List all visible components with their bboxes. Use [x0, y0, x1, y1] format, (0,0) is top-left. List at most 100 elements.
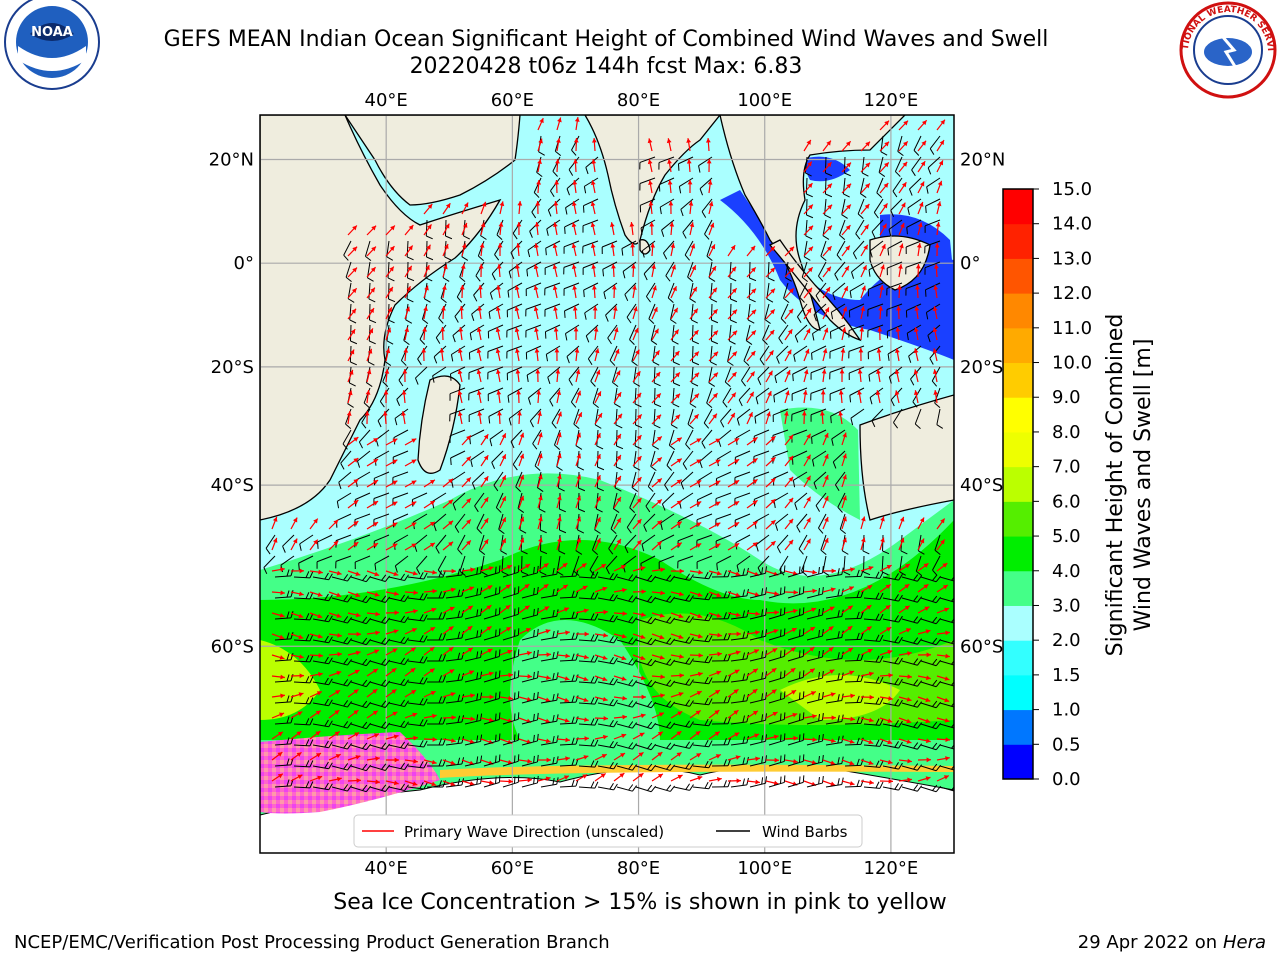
wave-direction-arrow: [309, 591, 323, 597]
wave-direction-arrow: [879, 759, 893, 765]
wave-direction-arrow: [822, 245, 833, 257]
wind-barb: [263, 555, 276, 575]
wave-direction-arrow: [689, 351, 700, 362]
wave-direction-arrow: [860, 780, 874, 785]
wave-direction-arrow: [518, 758, 532, 764]
wind-barb: [369, 700, 391, 709]
wave-direction-arrow: [271, 712, 285, 719]
wave-direction-arrow: [439, 348, 445, 362]
wind-barb: [495, 492, 504, 513]
wave-direction-arrow: [820, 389, 826, 404]
wave-direction-arrow: [328, 709, 340, 719]
wind-barb: [506, 366, 523, 381]
wave-direction-arrow: [309, 612, 323, 619]
wind-barb: [533, 177, 542, 198]
footer-host: Hera: [1222, 932, 1266, 953]
wave-direction-arrow: [613, 475, 622, 488]
wave-direction-arrow: [765, 288, 776, 299]
wind-barb: [687, 261, 694, 283]
wind-barb: [882, 636, 903, 644]
wave-direction-arrow: [765, 688, 777, 698]
wind-barb: [564, 324, 580, 341]
wind-barb: [639, 198, 656, 213]
colorbar-tick-label: 8.0: [1052, 422, 1081, 443]
wave-direction-arrow: [592, 305, 598, 320]
wind-barb: [361, 408, 371, 429]
wave-direction-arrow: [917, 629, 931, 635]
wind-barb: [673, 762, 694, 770]
wave-direction-arrow: [860, 244, 869, 257]
wind-barb: [899, 555, 906, 576]
wind-barb: [670, 303, 677, 324]
wind-barb: [901, 595, 923, 603]
wave-direction-arrow: [366, 668, 379, 677]
wave-direction-arrow: [822, 183, 833, 194]
wind-barb: [911, 156, 922, 177]
wave-direction-arrow: [651, 456, 663, 467]
wind-barb: [691, 324, 700, 345]
wave-direction-arrow: [366, 611, 380, 617]
wave-direction-arrow: [822, 759, 836, 766]
wind-barb: [653, 366, 661, 387]
india-land: [584, 115, 721, 245]
wave-direction-arrow: [575, 608, 589, 614]
wind-barb: [768, 712, 786, 725]
wind-barb: [526, 366, 542, 383]
wind-barb: [920, 574, 942, 583]
wave-direction-arrow: [480, 566, 494, 572]
wave-direction-arrow: [803, 475, 812, 488]
wave-direction-arrow: [895, 327, 901, 341]
wave-band-6-7m-east: [780, 675, 900, 720]
colorbar-tick-label: 1.0: [1052, 700, 1081, 721]
wind-barb: [425, 219, 433, 240]
wind-barb: [654, 658, 676, 666]
wave-direction-arrow: [689, 652, 704, 658]
wind-barb: [578, 697, 599, 705]
wave-direction-arrow: [689, 500, 702, 509]
wind-barb: [934, 387, 941, 409]
wave-direction-arrow: [936, 756, 950, 761]
wind-barb: [684, 240, 694, 261]
wave-direction-arrow: [917, 181, 925, 194]
wind-barb: [502, 649, 520, 662]
wave-direction-arrow: [366, 225, 377, 236]
wave-direction-arrow: [898, 674, 913, 680]
wave-direction-arrow: [423, 224, 432, 236]
wave-direction-arrow: [803, 225, 814, 236]
wind-barb: [622, 261, 637, 279]
wind-barb: [388, 282, 396, 303]
wave-direction-arrow: [746, 630, 760, 635]
wave-direction-arrow: [404, 522, 417, 530]
wind-barb: [350, 700, 372, 709]
wave-direction-arrow: [347, 755, 361, 761]
wave-direction-arrow: [670, 329, 680, 341]
wave-direction-arrow: [423, 479, 436, 488]
wave-direction-arrow: [802, 390, 808, 404]
wave-direction-arrow: [689, 393, 700, 404]
wind-barb: [597, 656, 618, 665]
wind-barb: [762, 324, 770, 345]
wave-direction-arrow: [537, 495, 543, 509]
wind-barb: [350, 679, 372, 688]
wind-barb: [931, 366, 941, 387]
wind-barb: [293, 613, 314, 621]
wind-barb: [582, 219, 599, 233]
wave-direction-arrow: [746, 457, 758, 467]
wave-direction-arrow: [496, 369, 501, 383]
wave-direction-arrow: [480, 604, 492, 614]
wind-barb: [906, 324, 922, 341]
wave-direction-arrow: [822, 587, 836, 593]
wave-direction-arrow: [366, 779, 380, 785]
wind-barb: [710, 324, 719, 345]
wind-barb: [590, 366, 599, 387]
wave-direction-arrow: [534, 327, 539, 341]
wave-direction-arrow: [841, 693, 855, 699]
wave-direction-arrow: [385, 501, 398, 509]
wave-direction-arrow: [650, 242, 656, 257]
wave-direction-arrow: [822, 327, 829, 341]
wave-direction-arrow: [822, 568, 837, 574]
wave-direction-arrow: [575, 453, 582, 467]
wind-barb: [905, 261, 922, 275]
wave-direction-arrow: [480, 454, 489, 467]
wave-direction-arrow: [290, 517, 298, 530]
